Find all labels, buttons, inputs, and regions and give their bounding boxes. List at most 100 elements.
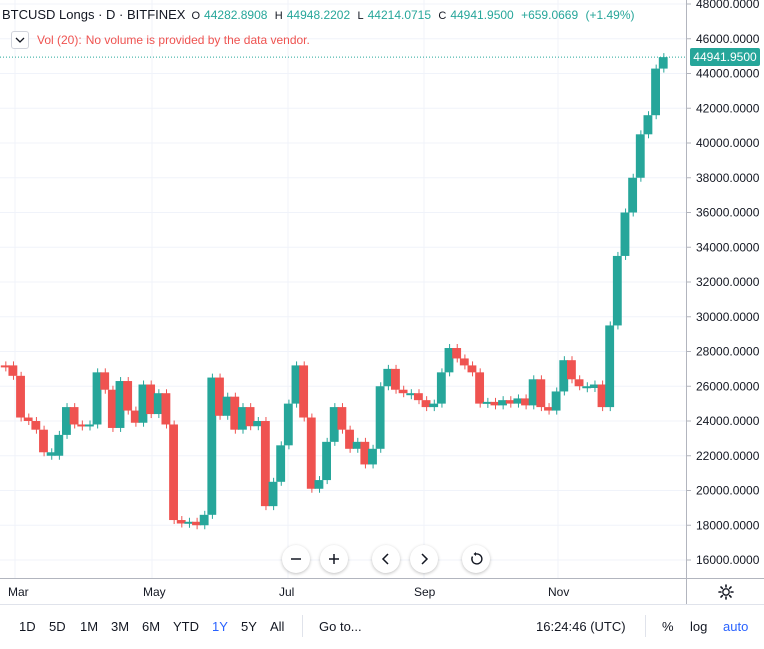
candle	[566, 360, 576, 380]
candle	[391, 368, 400, 390]
goto-date-button[interactable]: Go to...	[319, 619, 362, 634]
candle	[260, 421, 270, 507]
candle	[245, 407, 255, 427]
toolbar-divider	[645, 615, 646, 637]
range-1d[interactable]: 1D	[19, 619, 36, 634]
candle	[253, 421, 263, 427]
percent-scale-toggle[interactable]: %	[662, 619, 674, 634]
candle	[291, 365, 301, 404]
clock-timezone[interactable]: 16:24:46 (UTC)	[536, 619, 626, 634]
candle	[605, 325, 615, 408]
price-axis-labels: 48000.0000 46000.0000 44000.0000 42000.0000…	[687, 0, 760, 567]
chart-nav-controls	[282, 545, 490, 573]
candle	[184, 521, 194, 524]
zoom-out-button[interactable]	[282, 545, 310, 573]
chart-plot-area[interactable]: BTCUSD Longs · D · BITFINEX O 44282.8908 …	[0, 0, 686, 578]
zoom-in-button[interactable]	[320, 545, 348, 573]
candle	[222, 396, 232, 416]
chart-settings-button[interactable]	[686, 578, 764, 604]
settings-gear-icon	[717, 583, 734, 600]
range-1m[interactable]: 1M	[80, 619, 99, 634]
candle	[475, 372, 485, 404]
candle	[375, 386, 385, 449]
last-price-label: 44941.9500	[690, 48, 760, 67]
close-value: 44941.9500	[450, 7, 514, 22]
candle	[199, 514, 209, 526]
price-tick-label: 16000.0000	[696, 553, 760, 567]
candle	[322, 441, 331, 481]
candle	[207, 377, 217, 515]
candle	[0, 365, 10, 368]
candle	[521, 398, 530, 406]
candle	[100, 372, 110, 390]
candle	[406, 393, 416, 396]
candle	[345, 429, 354, 449]
candle	[337, 407, 347, 430]
zoom-in-icon	[329, 554, 339, 564]
collapse-chevron-icon	[15, 37, 25, 43]
time-label-may: May	[143, 585, 166, 599]
auto-scale-toggle[interactable]: auto	[723, 619, 749, 634]
candle	[597, 384, 607, 408]
reset-chart-button[interactable]	[462, 545, 490, 573]
range-3m[interactable]: 3M	[111, 619, 130, 634]
candle	[498, 400, 507, 406]
candle	[582, 386, 592, 389]
price-tick-label: 20000.0000	[696, 484, 760, 498]
candle	[92, 372, 102, 425]
candle	[436, 372, 446, 404]
candle	[559, 360, 569, 392]
price-axis[interactable]: 48000.0000 46000.0000 44000.0000 42000.0000…	[686, 0, 764, 578]
candle	[536, 379, 546, 408]
candle	[490, 401, 500, 406]
change-value: +659.0669	[521, 7, 579, 22]
candle	[31, 421, 41, 430]
candle	[46, 452, 56, 456]
candle	[146, 384, 156, 415]
time-label-jul: Jul	[279, 585, 295, 599]
candle	[84, 424, 94, 427]
toolbar-divider	[302, 615, 303, 637]
candle	[551, 391, 561, 411]
change-percent: (+1.49%)	[585, 7, 635, 22]
ohlc-values: O 44282.8908 H 44948.2202 L 44214.0715 C 449…	[191, 7, 635, 22]
volume-label: Vol (20):	[37, 33, 82, 47]
time-label-mar: Mar	[8, 585, 29, 599]
candlestick-chart[interactable]	[0, 0, 686, 578]
range-5d[interactable]: 5D	[49, 619, 66, 634]
price-tick-label: 22000.0000	[696, 449, 760, 463]
collapse-button[interactable]	[11, 31, 29, 49]
log-scale-toggle[interactable]: log	[690, 619, 708, 634]
price-tick-label: 32000.0000	[696, 275, 760, 289]
scroll-right-button[interactable]	[410, 545, 438, 573]
candle	[169, 424, 178, 521]
zoom-out-icon	[291, 558, 301, 560]
range-5y[interactable]: 5Y	[241, 619, 257, 634]
price-tick-label: 26000.0000	[696, 379, 760, 393]
candle	[115, 381, 125, 428]
candle	[505, 400, 515, 404]
range-all[interactable]: All	[270, 619, 285, 634]
range-ytd[interactable]: YTD	[173, 619, 199, 634]
scroll-left-icon	[381, 553, 389, 565]
candle	[452, 348, 462, 359]
price-tick-label: 38000.0000	[696, 171, 760, 185]
price-tick-label: 34000.0000	[696, 240, 760, 254]
price-tick-label: 28000.0000	[696, 345, 760, 359]
candle	[8, 365, 18, 376]
range-1y[interactable]: 1Y	[212, 619, 228, 634]
price-tick-label: 42000.0000	[696, 101, 760, 115]
range-6m[interactable]: 6M	[142, 619, 161, 634]
candle	[161, 393, 171, 425]
candle	[215, 377, 224, 416]
time-axis[interactable]: Mar May Jul Sep Nov	[0, 578, 686, 604]
candle	[16, 375, 25, 418]
candle	[482, 401, 492, 404]
candle	[299, 365, 309, 418]
symbol-legend: BTCUSD Longs · D · BITFINEX O 44282.8908 …	[2, 7, 639, 22]
time-label-nov: Nov	[548, 585, 570, 599]
scroll-left-button[interactable]	[372, 545, 400, 573]
candle	[314, 480, 324, 489]
candle	[612, 255, 622, 326]
candle	[628, 177, 638, 213]
